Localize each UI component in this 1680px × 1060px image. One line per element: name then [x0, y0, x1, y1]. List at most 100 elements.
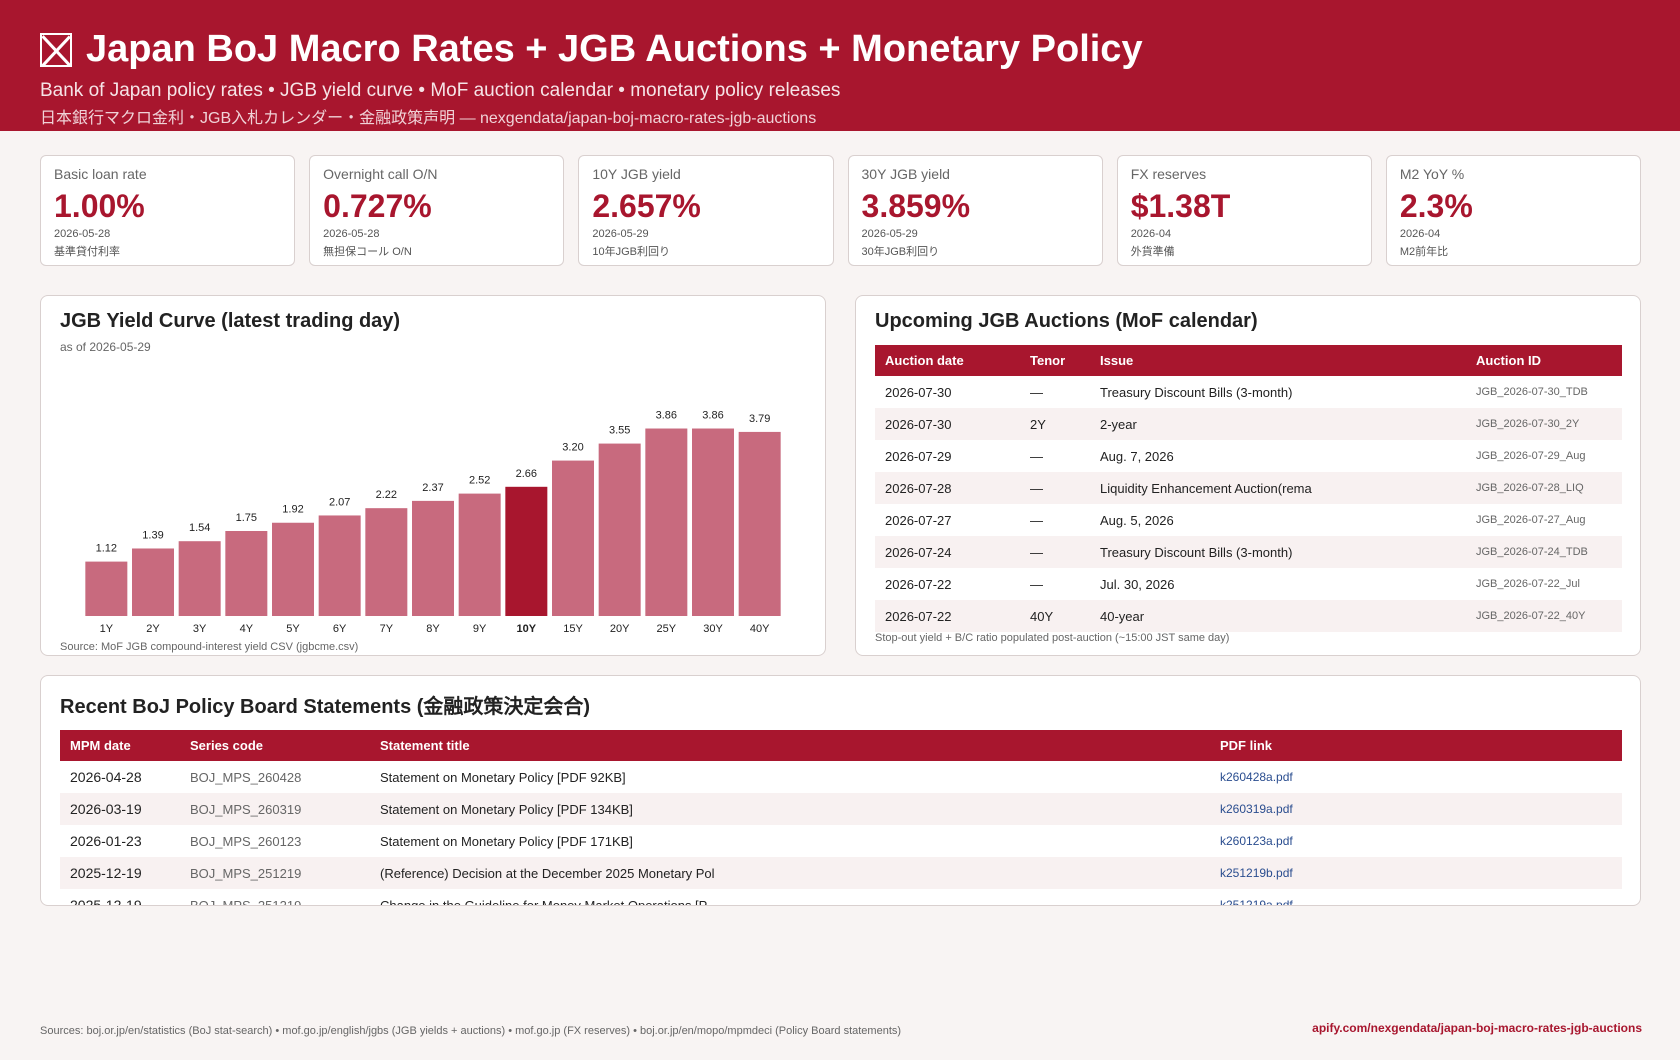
pdf-link[interactable]: k260319a.pdf — [1210, 793, 1622, 825]
bar-value-label: 2.07 — [329, 496, 350, 508]
column-header[interactable]: Issue — [1090, 345, 1466, 376]
mpm-date: 2026-01-23 — [70, 833, 142, 849]
statement-title: Statement on Monetary Policy [PDF 134KB] — [370, 793, 1210, 825]
yield-curve-panel: 1.12 1Y 1.39 2Y 1.54 3Y 1.75 4Y 1.92 5Y 2.07 6Y 2.22… — [40, 295, 826, 656]
table-row: 2026-07-30 — Treasury Discount Bills (3-… — [875, 376, 1622, 408]
auction-id: JGB_2026-07-28_LIQ — [1466, 472, 1622, 504]
x-tick-label: 3Y — [193, 623, 207, 635]
kpi-value: 0.727% — [323, 188, 432, 224]
column-header[interactable]: Statement title — [370, 730, 1210, 761]
table-row: 2026-04-28 BOJ_MPS_260428 Statement on M… — [60, 761, 1622, 793]
column-header[interactable]: Auction date — [875, 345, 1020, 376]
kpi-label-jp: M2前年比 — [1399, 246, 1449, 258]
table-header-row: Auction date Tenor Issue Auction ID — [875, 345, 1622, 376]
auction-date: 2026-07-22 — [885, 576, 952, 592]
x-tick-label: 6Y — [333, 623, 347, 635]
series-code: BOJ_MPS_260123 — [190, 833, 302, 849]
table-row: 2026-07-29 — Aug. 7, 2026 JGB_2026-07-29… — [875, 440, 1622, 472]
kpi-card-fx-reserves: FX reserves $1.38T 2026-04 外貨準備 — [1116, 155, 1372, 266]
yield-curve-source: Source: MoF JGB compound-interest yield … — [60, 641, 359, 653]
column-header[interactable]: Series code — [180, 730, 370, 761]
kpi-date: 2026-05-29 — [592, 228, 649, 240]
series-code: BOJ_MPS_260319 — [180, 793, 370, 825]
auction-tenor: — — [1030, 384, 1043, 400]
footer-link[interactable]: apify.com/nexgendata/japan-boj-macro-rat… — [1312, 1021, 1642, 1035]
bar-20y — [598, 443, 641, 616]
table-row: 2026-07-30 2Y 2-year JGB_2026-07-30_2Y — [875, 408, 1622, 440]
kpi-label: 10Y JGB yield — [592, 166, 681, 182]
kpi-value: 1.00% — [54, 188, 145, 224]
kpi-card-m2-yoy: M2 YoY % 2.3% 2026-04 M2前年比 — [1385, 155, 1642, 266]
kpi-label: Overnight call O/N — [323, 166, 438, 182]
bar-6y — [318, 515, 361, 616]
statement-title: Change in the Guideline for Money Market… — [380, 897, 708, 906]
table-row: 2026-07-27 — Aug. 5, 2026 JGB_2026-07-27… — [875, 504, 1622, 536]
kpi-value: 3.859% — [861, 188, 971, 224]
auction-id: JGB_2026-07-30_TDB — [1476, 386, 1588, 398]
auction-tenor: — — [1020, 472, 1090, 504]
x-tick-label: 1Y — [100, 623, 114, 635]
auction-id: JGB_2026-07-29_Aug — [1476, 450, 1586, 462]
footer-sources: Sources: boj.or.jp/en/statistics (BoJ st… — [40, 1025, 902, 1037]
auction-tenor: — — [1030, 448, 1043, 464]
column-header[interactable]: Tenor — [1020, 345, 1090, 376]
table-row: 2025-12-19 BOJ_MPS_251219 (Reference) De… — [60, 857, 1622, 889]
kpi-card-10y-jgb-yield: 10Y JGB yield 2.657% 2026-05-29 10年JGB利回… — [578, 155, 834, 266]
bar-15y — [552, 460, 594, 616]
auction-date: 2026-07-24 — [875, 536, 1020, 568]
auction-issue: Aug. 7, 2026 — [1100, 448, 1174, 464]
kpi-label: Basic loan rate — [54, 166, 147, 182]
table-row: 2026-07-22 — Jul. 30, 2026 JGB_2026-07-2… — [875, 568, 1622, 600]
yield-curve-title: JGB Yield Curve (latest trading day) — [60, 310, 401, 332]
auction-issue: 40-year — [1090, 600, 1466, 632]
column-header[interactable]: PDF link — [1210, 730, 1622, 761]
kpi-date: 2026-05-28 — [323, 228, 380, 240]
kpi-label-jp: 外貨準備 — [1130, 246, 1175, 258]
auction-tenor: — — [1030, 512, 1043, 528]
auction-issue: Treasury Discount Bills (3-month) — [1100, 384, 1293, 400]
pdf-link[interactable]: k251219a.pdf — [1220, 898, 1293, 906]
auction-issue: Jul. 30, 2026 — [1100, 576, 1175, 592]
auction-id: JGB_2026-07-30_2Y — [1466, 408, 1622, 440]
yield-curve-chart: 1.12 1Y 1.39 2Y 1.54 3Y 1.75 4Y 1.92 5Y 2.07 6Y 2.22… — [85, 410, 781, 635]
auction-date: 2026-07-27 — [885, 512, 952, 528]
auctions-title: Upcoming JGB Auctions (MoF calendar) — [875, 310, 1258, 332]
bar-7y — [365, 508, 408, 616]
auction-tenor: 2Y — [1020, 408, 1090, 440]
kpi-value: 2.657% — [592, 188, 701, 224]
pdf-link[interactable]: k251219b.pdf — [1210, 857, 1622, 889]
missing-glyph-icon — [40, 32, 72, 67]
pdf-link[interactable]: k260123a.pdf — [1220, 834, 1293, 848]
auction-issue: Aug. 5, 2026 — [1100, 512, 1174, 528]
kpi-card-overnight-call: Overnight call O/N 0.727% 2026-05-28 無担保… — [309, 155, 565, 266]
bar-value-label: 1.92 — [282, 504, 303, 516]
bar-value-label: 3.86 — [656, 410, 677, 422]
bar-8y — [412, 500, 454, 616]
x-tick-label: 2Y — [146, 623, 160, 635]
table-row: 2026-03-19 BOJ_MPS_260319 Statement on M… — [60, 793, 1622, 825]
statement-title: Statement on Monetary Policy [PDF 171KB] — [380, 833, 633, 849]
auction-tenor: 40Y — [1020, 600, 1090, 632]
auction-tenor: — — [1020, 536, 1090, 568]
bar-value-label: 1.12 — [96, 543, 117, 555]
kpi-value: 2.3% — [1399, 188, 1473, 224]
bar-3y — [178, 541, 221, 616]
kpi-label: M2 YoY % — [1399, 166, 1465, 182]
bar-value-label: 3.79 — [749, 413, 770, 425]
pdf-link[interactable]: k260428a.pdf — [1220, 770, 1293, 784]
auctions-note: Stop-out yield + B/C ratio populated pos… — [875, 632, 1230, 644]
kpi-date: 2026-05-29 — [861, 228, 918, 240]
bar-value-label: 3.20 — [562, 442, 583, 454]
x-tick-label: 4Y — [240, 623, 254, 635]
kpi-date: 2026-04 — [1130, 228, 1172, 240]
statement-title: (Reference) Decision at the December 202… — [370, 857, 1210, 889]
column-header[interactable]: Auction ID — [1466, 345, 1622, 376]
x-tick-label: 10Y — [517, 623, 537, 635]
auction-id: JGB_2026-07-27_Aug — [1476, 514, 1586, 526]
bar-value-label: 3.86 — [702, 410, 723, 422]
kpi-value: $1.38T — [1130, 188, 1231, 224]
column-header[interactable]: MPM date — [60, 730, 180, 761]
table-row: 2026-07-28 — Liquidity Enhancement Aucti… — [875, 472, 1622, 504]
kpi-label-jp: 10年JGB利回り — [592, 246, 670, 258]
auction-id: JGB_2026-07-24_TDB — [1466, 536, 1622, 568]
